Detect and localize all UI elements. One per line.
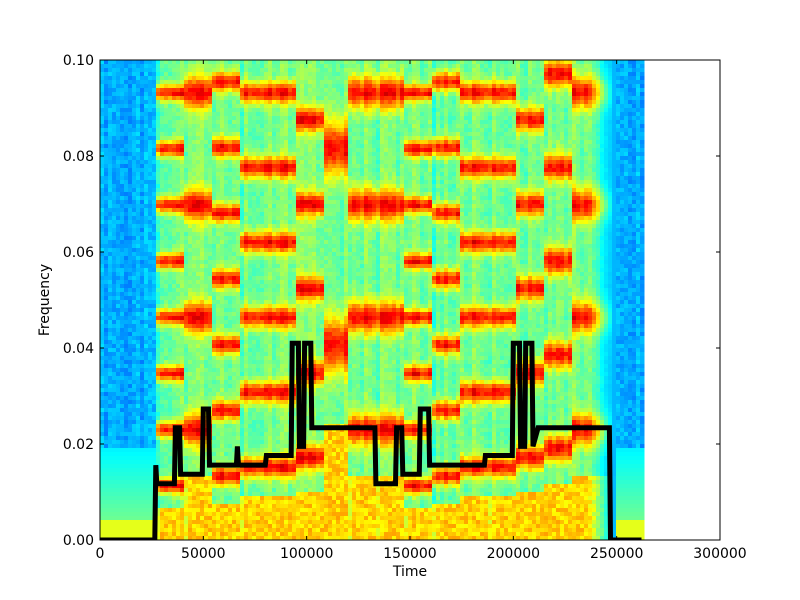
y-tick-label: 0.06 bbox=[63, 245, 94, 261]
spectrogram-heatmap bbox=[100, 60, 645, 540]
x-tick-label: 0 bbox=[96, 546, 105, 562]
y-tick-label: 0.08 bbox=[63, 149, 94, 165]
x-tick-label: 150000 bbox=[383, 546, 436, 562]
y-tick-label: 0.02 bbox=[63, 437, 94, 453]
x-tick-label: 200000 bbox=[487, 546, 540, 562]
x-tick-label: 250000 bbox=[590, 546, 643, 562]
y-tick-label: 0.00 bbox=[63, 533, 94, 549]
x-tick-label: 50000 bbox=[181, 546, 226, 562]
pitch-track-line bbox=[100, 340, 642, 540]
y-axis-label: Frequency bbox=[37, 264, 53, 336]
y-tick-label: 0.10 bbox=[63, 53, 94, 69]
y-axis-ticks: 0.00 0.02 0.04 0.06 0.08 0.10 bbox=[63, 53, 720, 549]
x-axis-label: Time bbox=[392, 564, 427, 580]
x-axis-ticks: 0 50000 100000 150000 200000 250000 300000 bbox=[96, 60, 747, 562]
y-tick-label: 0.04 bbox=[63, 341, 94, 357]
x-tick-label: 100000 bbox=[280, 546, 333, 562]
x-tick-label: 300000 bbox=[693, 546, 746, 562]
